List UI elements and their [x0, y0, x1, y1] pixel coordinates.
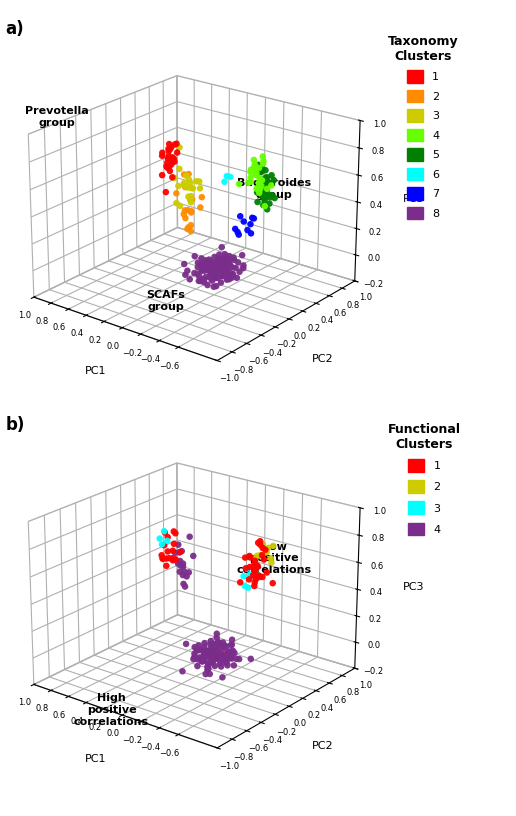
- Text: Low
positive
correlations: Low positive correlations: [236, 542, 312, 575]
- Text: High
positive
correlations: High positive correlations: [74, 694, 149, 726]
- Legend: 1, 2, 3, 4, 5, 6, 7, 8: 1, 2, 3, 4, 5, 6, 7, 8: [384, 32, 462, 223]
- Text: SCAFs
group: SCAFs group: [146, 290, 185, 312]
- Y-axis label: PC2: PC2: [312, 741, 334, 751]
- X-axis label: PC1: PC1: [85, 753, 106, 764]
- X-axis label: PC1: PC1: [85, 366, 106, 376]
- Legend: 1, 2, 3, 4: 1, 2, 3, 4: [384, 419, 464, 539]
- Text: Prevotella
group: Prevotella group: [25, 106, 89, 127]
- Text: b): b): [5, 416, 25, 434]
- Text: a): a): [5, 20, 24, 38]
- Text: Bacteroides
group: Bacteroides group: [237, 178, 311, 200]
- Y-axis label: PC2: PC2: [312, 353, 334, 364]
